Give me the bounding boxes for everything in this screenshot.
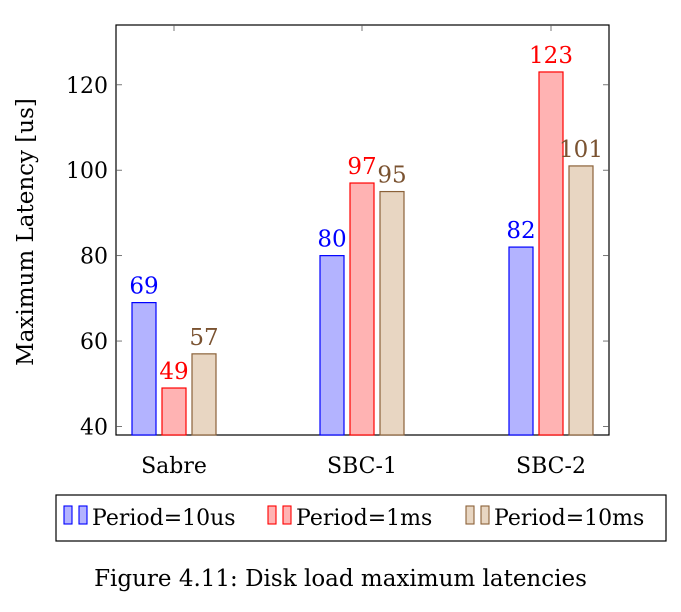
- bar: [161, 387, 187, 436]
- bar-value-label: 95: [377, 163, 406, 189]
- y-tick-label: 40: [80, 415, 108, 440]
- y-tick-label: 60: [80, 330, 108, 355]
- legend-frame: [55, 494, 667, 542]
- y-tick-label: 120: [66, 74, 108, 99]
- axes: 40 60 80 100 120 Sabre SBC-1 SBC-2: [66, 24, 610, 479]
- bar-value-label: 69: [129, 274, 158, 300]
- y-tick-label: 100: [66, 159, 108, 184]
- bar: [508, 246, 534, 436]
- legend-swatch: [480, 505, 490, 525]
- bar-value-label: 49: [159, 359, 188, 385]
- bar: [131, 302, 157, 436]
- x-tick-label: SBC-2: [516, 454, 586, 479]
- x-tick-label: Sabre: [141, 454, 207, 479]
- legend-swatch: [267, 505, 277, 525]
- x-tick-label: SBC-1: [327, 454, 397, 479]
- bar-value-label: 80: [317, 227, 346, 253]
- legend-label: Period=10us: [92, 506, 236, 531]
- figure-caption: Figure 4.11: Disk load maximum latencies: [94, 566, 587, 592]
- bar-value-label: 57: [189, 325, 218, 351]
- legend-label: Period=1ms: [296, 506, 432, 531]
- legend-swatch: [63, 505, 73, 525]
- bar: [538, 71, 564, 436]
- legend-swatch: [78, 505, 88, 525]
- y-axis-label: Maximum Latency [us]: [13, 98, 39, 366]
- legend-label: Period=10ms: [494, 506, 644, 531]
- y-tick-label: 80: [80, 245, 108, 270]
- bar-value-label: 97: [347, 154, 376, 180]
- bar-value-label: 101: [559, 137, 603, 163]
- bar: [379, 190, 405, 436]
- bar-value-label: 82: [506, 218, 535, 244]
- bar: [319, 255, 345, 436]
- bars: [131, 71, 594, 436]
- bar: [568, 165, 594, 436]
- bar: [191, 353, 217, 436]
- bar: [349, 182, 375, 436]
- bar-value-label: 123: [529, 43, 573, 69]
- legend-swatch: [465, 505, 475, 525]
- legend-swatch: [282, 505, 292, 525]
- legend: Period=10us Period=1ms Period=10ms: [55, 494, 667, 542]
